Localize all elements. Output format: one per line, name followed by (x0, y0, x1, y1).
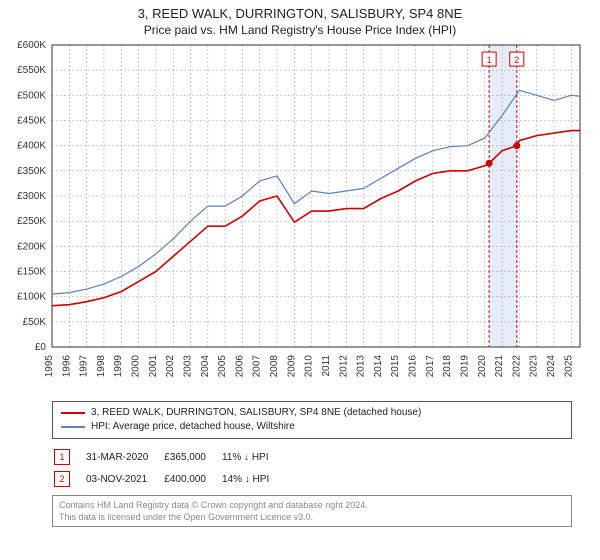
legend-row: 3, REED WALK, DURRINGTON, SALISBURY, SP4… (61, 406, 563, 420)
svg-text:2: 2 (514, 55, 519, 65)
svg-text:2008: 2008 (269, 355, 280, 378)
chart-container: 3, REED WALK, DURRINGTON, SALISBURY, SP4… (0, 0, 600, 527)
svg-text:2003: 2003 (182, 355, 193, 378)
svg-text:2020: 2020 (477, 355, 488, 378)
svg-text:2016: 2016 (408, 355, 419, 378)
svg-text:2011: 2011 (321, 355, 332, 377)
svg-text:1999: 1999 (113, 355, 124, 378)
footer-line2: This data is licensed under the Open Gov… (59, 511, 565, 523)
title-address: 3, REED WALK, DURRINGTON, SALISBURY, SP4… (0, 6, 600, 21)
svg-text:2021: 2021 (494, 355, 505, 378)
svg-text:£600K: £600K (17, 40, 46, 51)
svg-text:2012: 2012 (338, 355, 349, 378)
svg-text:1: 1 (487, 55, 492, 65)
svg-text:£100K: £100K (17, 292, 46, 303)
svg-text:2005: 2005 (217, 355, 228, 378)
svg-text:2019: 2019 (459, 355, 470, 378)
marker-number-box: 2 (54, 471, 70, 487)
svg-text:2025: 2025 (563, 355, 574, 378)
footer-line1: Contains HM Land Registry data © Crown c… (59, 499, 565, 511)
svg-text:2006: 2006 (234, 355, 245, 378)
svg-text:2022: 2022 (511, 355, 522, 378)
svg-text:£500K: £500K (17, 90, 46, 101)
marker-table: 1 31-MAR-2020£365,00011% ↓ HPI 2 03-NOV-202… (52, 445, 572, 491)
svg-text:2017: 2017 (425, 355, 436, 378)
svg-text:£300K: £300K (17, 191, 46, 202)
svg-text:£250K: £250K (17, 216, 46, 227)
svg-text:2002: 2002 (165, 355, 176, 378)
svg-text:£550K: £550K (17, 65, 46, 76)
marker-price: £400,000 (164, 469, 220, 489)
svg-text:1995: 1995 (44, 355, 55, 378)
legend-swatch (61, 412, 85, 414)
marker-date: 03-NOV-2021 (86, 469, 162, 489)
svg-text:2014: 2014 (373, 355, 384, 378)
svg-text:2013: 2013 (356, 355, 367, 378)
legend-label: 3, REED WALK, DURRINGTON, SALISBURY, SP4… (91, 406, 421, 420)
svg-text:2004: 2004 (200, 355, 211, 378)
svg-text:£0: £0 (35, 342, 47, 353)
svg-text:2024: 2024 (546, 355, 557, 378)
marker-row: 2 03-NOV-2021£400,00014% ↓ HPI (54, 469, 283, 489)
svg-text:£400K: £400K (17, 141, 46, 152)
svg-text:2001: 2001 (148, 355, 159, 378)
footer: Contains HM Land Registry data © Crown c… (52, 495, 572, 527)
svg-text:£350K: £350K (17, 166, 46, 177)
svg-text:2023: 2023 (529, 355, 540, 378)
svg-text:2010: 2010 (304, 355, 315, 378)
svg-text:2015: 2015 (390, 355, 401, 378)
svg-text:£200K: £200K (17, 241, 46, 252)
legend: 3, REED WALK, DURRINGTON, SALISBURY, SP4… (52, 401, 572, 439)
marker-price: £365,000 (164, 447, 220, 467)
legend-row: HPI: Average price, detached house, Wilt… (61, 420, 563, 434)
svg-text:2007: 2007 (252, 355, 263, 378)
svg-text:2000: 2000 (131, 355, 142, 378)
marker-delta: 14% ↓ HPI (222, 469, 283, 489)
legend-label: HPI: Average price, detached house, Wilt… (91, 420, 295, 434)
svg-text:£50K: £50K (23, 317, 47, 328)
svg-text:1998: 1998 (96, 355, 107, 378)
titles: 3, REED WALK, DURRINGTON, SALISBURY, SP4… (0, 0, 600, 37)
chart: £0 £50K £100K £150K £200K £250K £300K £350K £400… (0, 37, 600, 397)
title-subtitle: Price paid vs. HM Land Registry's House … (0, 23, 600, 37)
marker-row: 1 31-MAR-2020£365,00011% ↓ HPI (54, 447, 283, 467)
chart-svg: £0 £50K £100K £150K £200K £250K £300K £350K £400… (0, 37, 600, 397)
svg-text:1996: 1996 (61, 355, 72, 378)
svg-text:2009: 2009 (286, 355, 297, 378)
svg-text:£450K: £450K (17, 116, 46, 127)
marker-delta: 11% ↓ HPI (222, 447, 283, 467)
legend-swatch (61, 426, 85, 428)
svg-text:1997: 1997 (79, 355, 90, 378)
marker-number-box: 1 (54, 449, 70, 465)
svg-text:£150K: £150K (17, 267, 46, 278)
svg-text:2018: 2018 (442, 355, 453, 378)
marker-date: 31-MAR-2020 (86, 447, 162, 467)
